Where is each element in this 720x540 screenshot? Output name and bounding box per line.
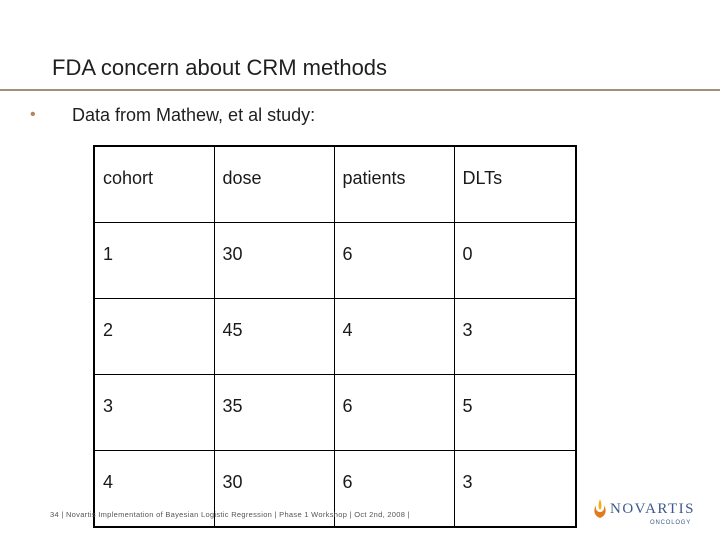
header-cohort: cohort (93, 145, 215, 223)
header-patients: patients (333, 145, 455, 223)
slide-footer: 34 | Novartis Implementation of Bayesian… (50, 510, 410, 519)
cell-patients: 4 (333, 298, 455, 375)
cell-dose: 45 (213, 298, 335, 375)
novartis-flame-icon (594, 499, 606, 518)
cell-dlts: 0 (453, 222, 577, 299)
cell-patients: 6 (333, 374, 455, 451)
table-row: 2 45 4 3 (93, 298, 577, 375)
cell-cohort: 1 (93, 222, 215, 299)
bullet-text: Data from Mathew, et al study: (72, 105, 316, 125)
cell-dlts: 3 (453, 298, 577, 375)
title-divider (0, 89, 720, 91)
table-row: 3 35 6 5 (93, 374, 577, 451)
data-table: cohort dose patients DLTs 1 30 6 0 2 45 … (93, 145, 577, 528)
slide-title: FDA concern about CRM methods (52, 55, 388, 80)
cell-cohort: 4 (93, 450, 215, 528)
cell-dose: 30 (213, 222, 335, 299)
bullet-marker: • (30, 106, 36, 123)
table-header-row: cohort dose patients DLTs (93, 145, 577, 223)
table-row: 1 30 6 0 (93, 222, 577, 299)
cell-dlts: 3 (453, 450, 577, 528)
header-dose: dose (213, 145, 335, 223)
cell-dlts: 5 (453, 374, 577, 451)
cell-dose: 35 (213, 374, 335, 451)
header-dlts: DLTs (453, 145, 577, 223)
cell-patients: 6 (333, 222, 455, 299)
logo-subtitle: ONCOLOGY (650, 520, 692, 526)
cell-cohort: 3 (93, 374, 215, 451)
novartis-logo: NOVARTIS ONCOLOGY (592, 497, 702, 527)
table-row: 4 30 6 3 (93, 450, 577, 528)
logo-wordmark: NOVARTIS (610, 501, 696, 517)
cell-cohort: 2 (93, 298, 215, 375)
